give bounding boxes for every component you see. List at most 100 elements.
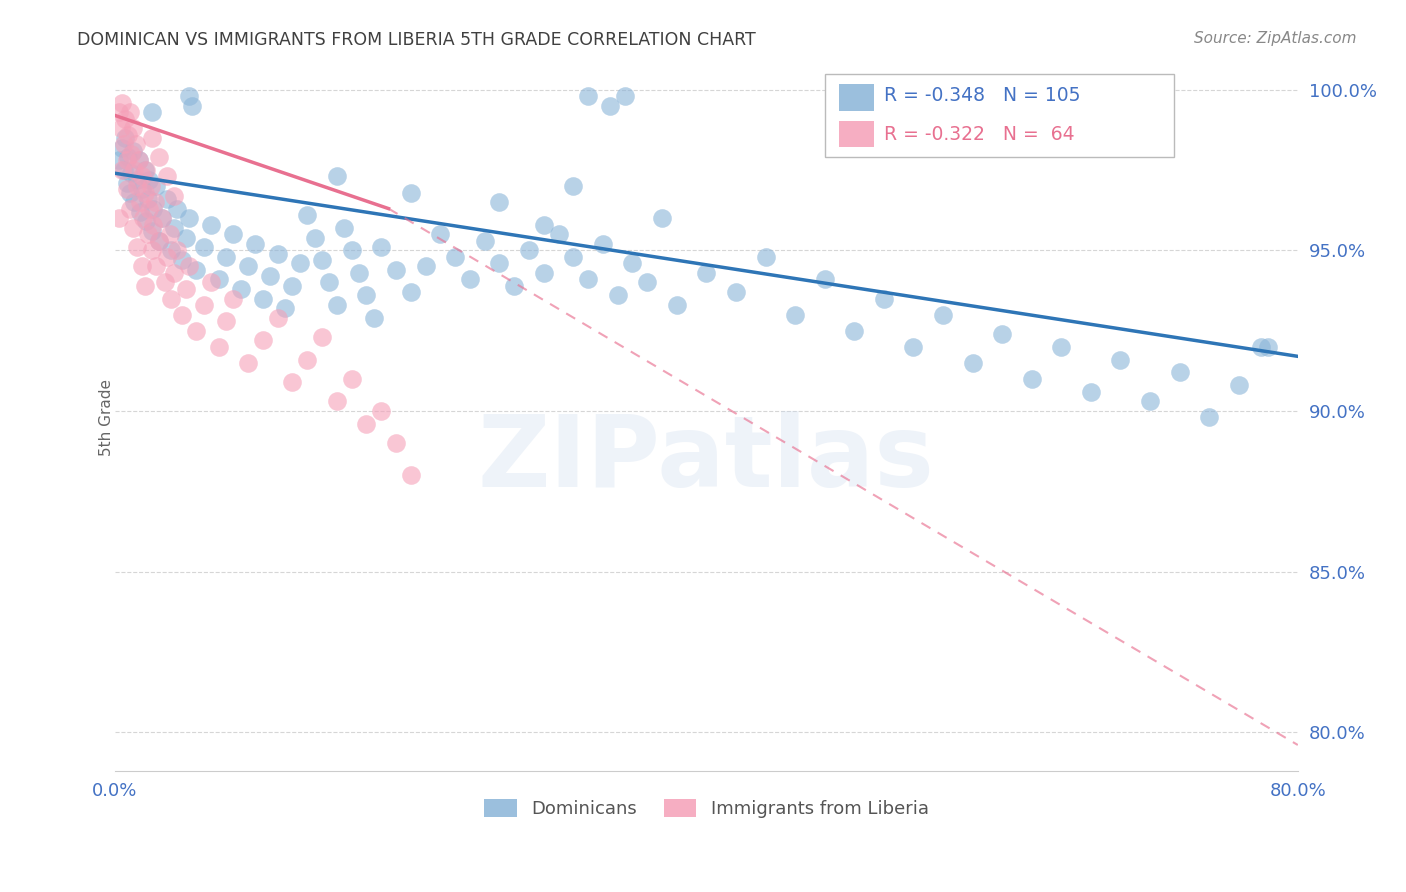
Point (236, 260, 259, 274)
Text: Source: ZipAtlas.com: Source: ZipAtlas.com (1194, 31, 1357, 46)
Point (533, 266, 555, 280)
Point (606, 288, 628, 302)
Legend: Dominicans, Immigrants from Liberia: Dominicans, Immigrants from Liberia (477, 791, 936, 825)
Point (148, 234, 170, 248)
Text: R = -0.322   N =  64: R = -0.322 N = 64 (884, 125, 1074, 144)
Point (415, 260, 437, 274)
Point (304, 230, 326, 244)
Point (562, 250, 585, 264)
Point (222, 292, 245, 306)
Point (150, 211, 173, 226)
Point (356, 288, 378, 302)
Point (488, 195, 510, 210)
Point (156, 250, 179, 264)
Point (148, 234, 170, 248)
Point (163, 266, 186, 280)
Point (932, 308, 955, 322)
Point (814, 272, 837, 286)
Point (156, 169, 179, 184)
Point (122, 163, 145, 178)
Point (112, 163, 135, 178)
Point (1109, 352, 1132, 367)
Point (252, 292, 274, 306)
Point (1139, 394, 1161, 409)
Point (108, 211, 131, 226)
Point (129, 204, 152, 219)
Text: R = -0.348   N = 105: R = -0.348 N = 105 (884, 87, 1080, 105)
Point (385, 262, 408, 277)
Point (112, 137, 135, 152)
Point (1250, 340, 1272, 354)
Point (160, 244, 183, 258)
Text: DOMINICAN VS IMMIGRANTS FROM LIBERIA 5TH GRADE CORRELATION CHART: DOMINICAN VS IMMIGRANTS FROM LIBERIA 5TH… (77, 31, 756, 49)
Point (1227, 378, 1250, 392)
Point (166, 244, 188, 258)
Point (111, 140, 134, 154)
Point (136, 227, 159, 242)
Point (156, 192, 179, 206)
Point (170, 308, 193, 322)
Point (517, 244, 540, 258)
Point (174, 230, 197, 244)
Point (145, 179, 167, 194)
Point (138, 172, 160, 186)
Point (614, 89, 637, 103)
Point (651, 211, 673, 226)
Point (326, 394, 349, 409)
Point (110, 121, 132, 136)
Point (215, 250, 238, 264)
Point (138, 202, 160, 216)
Point (148, 150, 170, 164)
Point (385, 436, 408, 450)
Point (695, 266, 717, 280)
Point (1050, 340, 1073, 354)
Point (370, 240, 392, 254)
Point (108, 105, 131, 120)
Point (135, 214, 157, 228)
Point (136, 192, 159, 206)
Point (180, 99, 202, 113)
Point (962, 356, 984, 370)
Point (134, 278, 156, 293)
Point (340, 244, 363, 258)
Point (127, 172, 149, 186)
Point (177, 211, 200, 226)
Point (474, 234, 496, 248)
Point (115, 153, 138, 168)
Point (844, 324, 866, 338)
Point (155, 276, 177, 290)
Point (114, 131, 136, 145)
Point (444, 250, 467, 264)
Point (135, 163, 157, 178)
Point (363, 310, 385, 325)
Y-axis label: 5th Grade: 5th Grade (100, 379, 114, 456)
Point (311, 252, 333, 267)
Point (488, 256, 510, 270)
Point (229, 282, 252, 296)
Point (236, 356, 259, 370)
FancyBboxPatch shape (839, 120, 875, 147)
Point (429, 227, 451, 242)
Point (117, 128, 139, 142)
Point (259, 268, 281, 283)
Point (215, 314, 238, 328)
Point (193, 298, 215, 312)
Point (281, 375, 304, 389)
Point (399, 285, 422, 299)
Point (576, 272, 599, 286)
Point (120, 147, 142, 161)
Point (111, 163, 134, 178)
Point (245, 236, 267, 251)
Point (207, 272, 229, 286)
Point (458, 272, 481, 286)
Point (193, 240, 215, 254)
Point (356, 417, 378, 431)
Point (128, 153, 150, 168)
Point (399, 186, 422, 200)
Point (118, 105, 141, 120)
Point (122, 195, 145, 210)
Point (636, 276, 658, 290)
Point (141, 224, 163, 238)
Text: ZIPatlas: ZIPatlas (478, 411, 935, 508)
Point (145, 260, 167, 274)
